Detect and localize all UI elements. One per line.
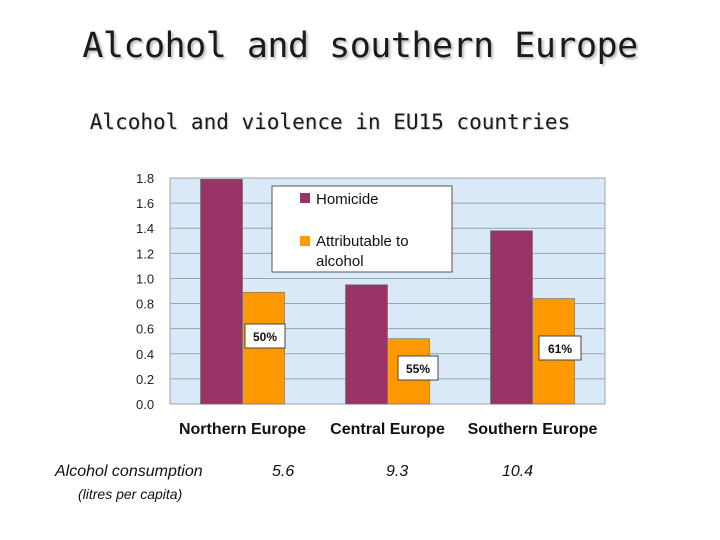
consumption-value-northern: 5.6: [272, 463, 295, 480]
bar-homicide-central-europe: [345, 284, 388, 405]
consumption-value-southern: 10.4: [502, 463, 534, 480]
y-tick-label: 0.2: [136, 372, 154, 387]
consumption-label: Alcohol consumption: [55, 463, 203, 480]
y-tick-label: 1.2: [136, 246, 154, 261]
legend-label-attributable: Attributable to alcohol: [316, 233, 413, 270]
callout-box-northern: [244, 323, 286, 349]
consumption-unit: (litres per capita): [78, 486, 183, 502]
slide-title: Alcohol and southern Europe: [82, 26, 638, 66]
y-tick-label: 0.6: [136, 322, 154, 337]
legend-label-attributable-line2: alcohol: [316, 253, 364, 270]
x-category-label: Southern Europe: [468, 421, 598, 438]
legend-label-attributable-line1: Attributable to: [316, 233, 409, 250]
y-tick-label: 0.8: [136, 297, 154, 312]
x-category-label: Northern Europe: [179, 421, 306, 438]
y-tick-label: 1.8: [136, 171, 154, 186]
y-tick-label: 0.4: [136, 347, 154, 362]
legend: Homicide Attributable to alcohol: [271, 185, 453, 273]
callout-southern: 61%: [548, 342, 572, 356]
y-tick-label: 1.4: [136, 221, 154, 236]
callout-box-southern: [538, 335, 582, 361]
legend-label-homicide: Homicide: [316, 191, 379, 208]
x-category-label: Central Europe: [330, 421, 445, 438]
legend-swatch-attributable: [300, 236, 310, 246]
bars: [200, 178, 575, 405]
consumption-value-central: 9.3: [386, 463, 409, 480]
y-tick-label: 1.0: [136, 271, 154, 286]
y-axis-ticks: 0.0 0.2 0.4 0.6 0.8 1.0 1.2 1.4 1.6 1.8: [136, 171, 154, 412]
legend-swatch-homicide: [300, 193, 310, 203]
y-tick-label: 1.6: [136, 196, 154, 211]
x-axis-categories: Northern Europe Central Europe Southern Eu…: [179, 421, 598, 438]
chart-title: Alcohol and violence in EU15 countries: [89, 110, 571, 134]
callout-box-central: [397, 355, 439, 381]
bar-homicide-northern-europe: [200, 178, 243, 405]
y-tick-label: 0.0: [136, 397, 154, 412]
callout-northern: 50%: [253, 330, 277, 344]
callouts: 50% 55% 61%: [244, 323, 582, 381]
callout-central: 55%: [406, 362, 430, 376]
bar-homicide-southern-europe: [490, 230, 533, 405]
